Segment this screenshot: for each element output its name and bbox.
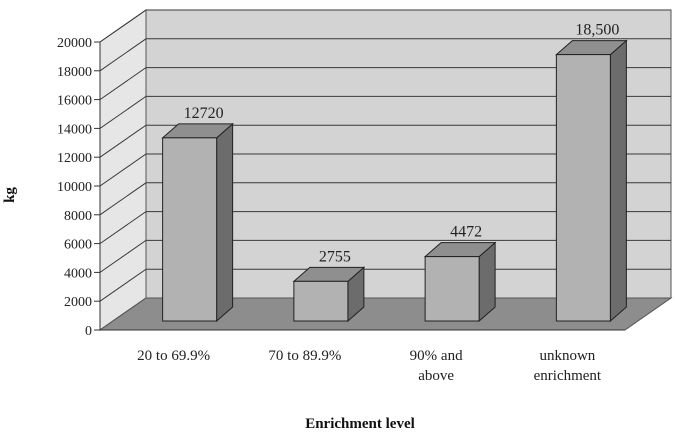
gridline [99,153,671,187]
bar-side [609,39,627,323]
y-tick-label: 8000 [64,209,92,224]
category-labels: 20 to 69.9% 70 to 89.9% 90% and above unknow… [137,348,602,384]
y-tick-label: 6000 [64,238,92,253]
gridline [99,9,671,43]
x-axis-title: Enrichment level [305,416,415,432]
category-label: above [418,368,454,384]
data-label: 18,500 [575,22,619,39]
bar-front [293,280,349,322]
data-label: 2755 [319,248,351,265]
category-label: 70 to 89.9% [268,348,341,364]
gridline [99,268,671,302]
y-tick-label: 2000 [64,295,92,310]
y-tick-label: 0 [85,324,92,339]
bar-front [162,137,218,322]
bar [423,241,497,323]
gridline [99,95,671,129]
bar [555,39,628,323]
y-tick-label: 14000 [57,122,92,137]
gridline [99,239,671,273]
y-tick-label: 10000 [57,180,92,195]
data-label: 4472 [450,224,482,241]
gridline [99,211,671,245]
data-label: 12720 [184,105,224,122]
y-tick-label: 20000 [57,36,92,51]
category-label: 90% and [410,348,463,364]
bar-front [555,54,611,322]
data-labels: 12720 2755 4472 18,500 [184,22,620,266]
y-tick-label: 18000 [57,65,92,80]
category-label: unknown [539,348,595,364]
y-tick-label: 16000 [57,94,92,109]
gridline [99,124,671,158]
bar [161,122,234,323]
y-axis-title: kg [2,187,18,203]
category-label: enrichment [534,368,602,384]
y-axis-ticks: 0 2000 4000 6000 8000 10000 12000 14000 16000 180… [57,36,625,339]
gridline [99,67,671,101]
category-label: 20 to 69.9% [137,348,210,364]
bars [161,39,628,323]
bar-side [216,122,234,323]
bar-front [424,256,480,322]
y-tick-label: 12000 [57,151,92,166]
gridline [99,38,671,72]
gridline [99,182,671,216]
bar [292,266,366,323]
y-tick-label: 4000 [64,266,92,281]
